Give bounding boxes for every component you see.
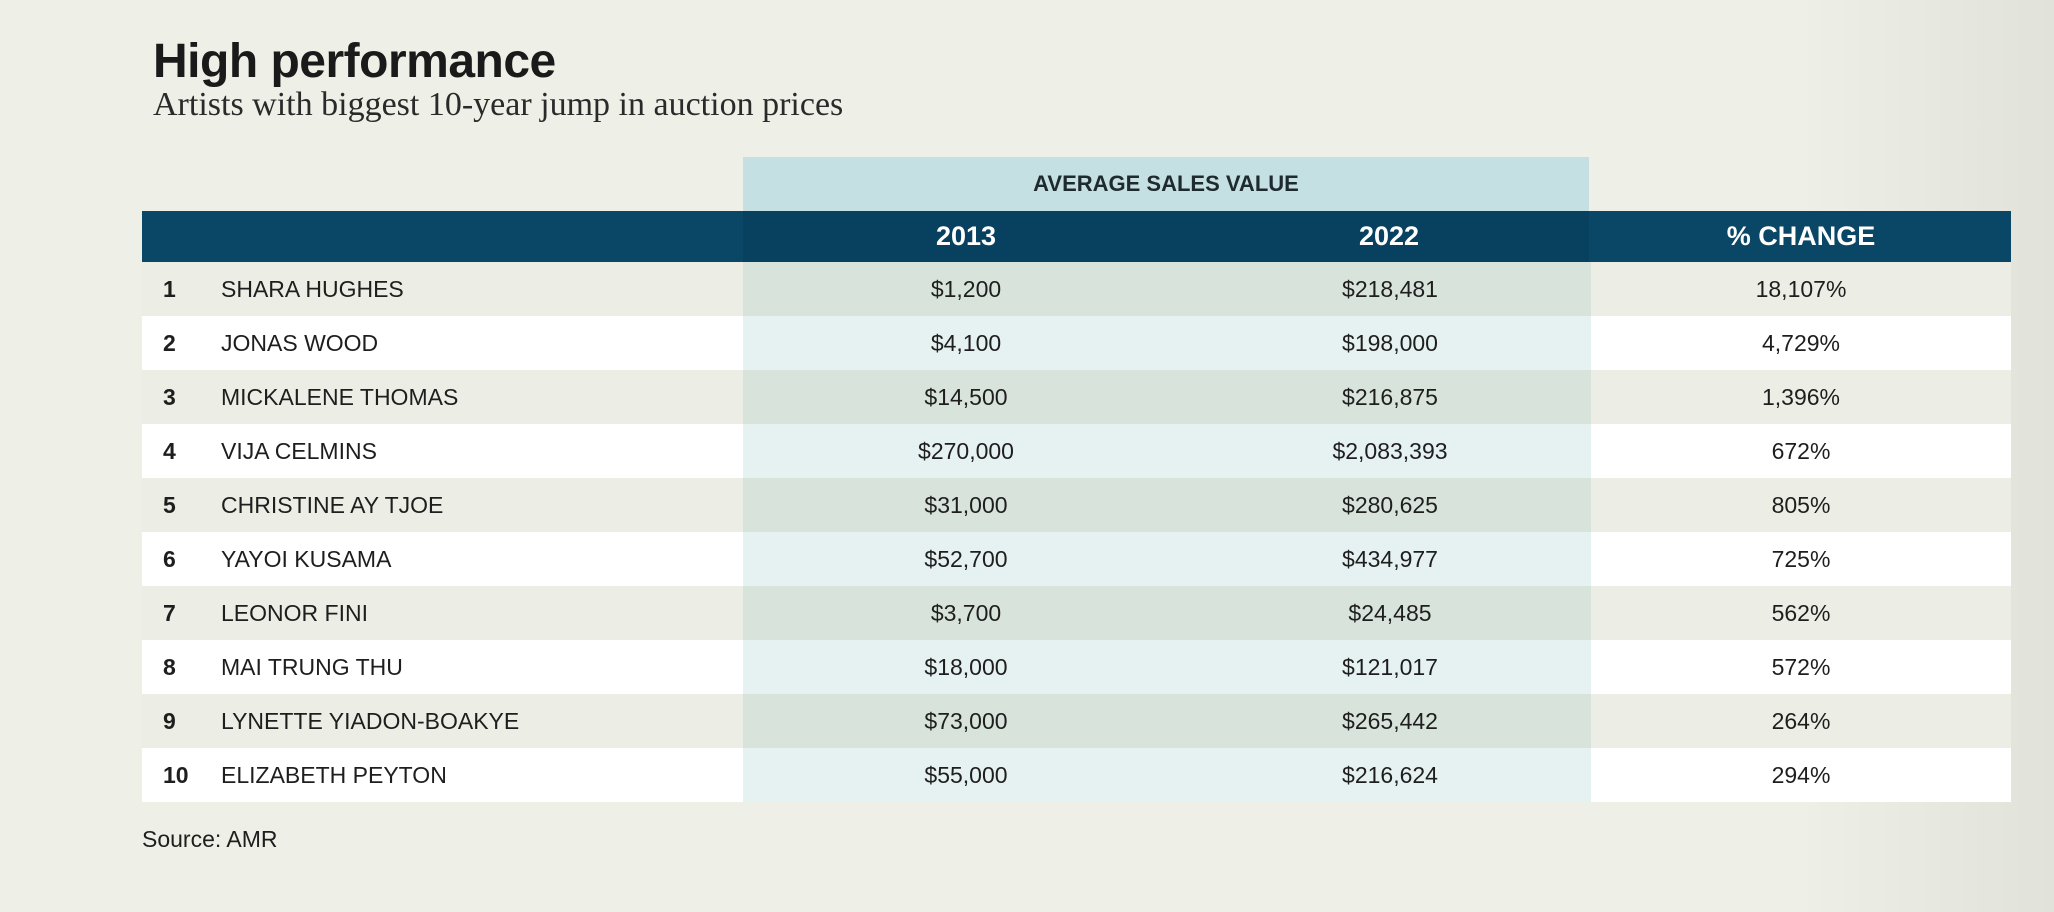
row-value-band — [743, 694, 1591, 748]
table-row: 1 SHARA HUGHES $1,200 $218,481 18,107% — [142, 262, 2011, 316]
row-value-band — [743, 316, 1591, 370]
row-value-band — [743, 478, 1591, 532]
row-value-band — [743, 640, 1591, 694]
value-2013-cell: $270,000 — [918, 438, 1014, 464]
value-2022-cell: $2,083,393 — [1332, 438, 1448, 464]
value-2013-cell: $1,200 — [930, 276, 1002, 302]
table-header-band — [743, 211, 1589, 262]
value-2022-cell: $121,017 — [1342, 654, 1438, 680]
rank-cell: 10 — [163, 762, 189, 788]
value-2022-cell: $434,977 — [1342, 546, 1438, 572]
source-note: Source: AMR — [142, 826, 278, 852]
value-2013-cell: $3,700 — [930, 600, 1002, 626]
table-row: 6 YAYOI KUSAMA $52,700 $434,977 725% — [142, 532, 2011, 586]
table-row: 5 CHRISTINE AY TJOE $31,000 $280,625 805% — [142, 478, 2011, 532]
artist-name-cell: YAYOI KUSAMA — [221, 546, 392, 572]
rank-cell: 3 — [163, 384, 176, 410]
column-header-2013: 2013 — [935, 221, 997, 251]
rank-cell: 5 — [163, 492, 176, 518]
rank-cell: 8 — [163, 654, 176, 680]
column-group-label: AVERAGE SALES VALUE — [1033, 171, 1299, 196]
pct-change-cell: 264% — [1771, 708, 1831, 734]
table-row: 4 VIJA CELMINS $270,000 $2,083,393 672% — [142, 424, 2011, 478]
value-2013-cell: $52,700 — [924, 546, 1008, 572]
value-2013-cell: $31,000 — [924, 492, 1008, 518]
artist-name-cell: MICKALENE THOMAS — [221, 384, 459, 410]
rank-cell: 7 — [163, 600, 176, 626]
value-2022-cell: $216,875 — [1342, 384, 1438, 410]
row-value-band — [743, 748, 1591, 802]
pct-change-cell: 294% — [1771, 762, 1831, 788]
value-2022-cell: $280,625 — [1342, 492, 1438, 518]
chart-title: High performance — [153, 35, 556, 88]
pct-change-cell: 18,107% — [1755, 276, 1847, 302]
value-2013-cell: $55,000 — [924, 762, 1008, 788]
artist-name-cell: VIJA CELMINS — [221, 438, 377, 464]
pct-change-cell: 805% — [1771, 492, 1831, 518]
value-2013-cell: $4,100 — [930, 330, 1002, 356]
chart-subtitle: Artists with biggest 10-year jump in auc… — [153, 86, 844, 123]
table-row: 7 LEONOR FINI $3,700 $24,485 562% — [142, 586, 2011, 640]
artist-name-cell: ELIZABETH PEYTON — [221, 762, 447, 788]
value-2022-cell: $265,442 — [1342, 708, 1438, 734]
artist-name-cell: SHARA HUGHES — [221, 276, 404, 302]
artist-name-cell: MAI TRUNG THU — [221, 654, 403, 680]
column-group-band — [743, 157, 1589, 211]
value-2013-cell: $14,500 — [924, 384, 1008, 410]
rank-cell: 2 — [163, 330, 176, 356]
pct-change-cell: 1,396% — [1761, 384, 1840, 410]
row-value-band — [743, 262, 1591, 316]
row-value-band — [743, 370, 1591, 424]
value-2022-cell: $24,485 — [1348, 600, 1432, 626]
row-value-band — [743, 424, 1591, 478]
table-row: 2 JONAS WOOD $4,100 $198,000 4,729% — [142, 316, 2011, 370]
column-header-pct-change: % CHANGE — [1726, 221, 1876, 251]
rank-cell: 6 — [163, 546, 176, 572]
artist-name-cell: JONAS WOOD — [221, 330, 379, 356]
pct-change-cell: 725% — [1771, 546, 1831, 572]
pct-change-cell: 562% — [1771, 600, 1831, 626]
table-row: 8 MAI TRUNG THU $18,000 $121,017 572% — [142, 640, 2011, 694]
column-header-2022: 2022 — [1358, 221, 1420, 251]
value-2013-cell: $73,000 — [924, 708, 1008, 734]
artist-name-cell: LYNETTE YIADON-BOAKYE — [221, 708, 520, 734]
rank-cell: 9 — [163, 708, 176, 734]
value-2013-cell: $18,000 — [924, 654, 1008, 680]
table-body: 1 SHARA HUGHES $1,200 $218,481 18,107% 2 JONAS… — [142, 262, 2011, 802]
pct-change-cell: 572% — [1771, 654, 1831, 680]
pct-change-cell: 672% — [1771, 438, 1831, 464]
value-2022-cell: $216,624 — [1342, 762, 1438, 788]
value-2022-cell: $198,000 — [1342, 330, 1438, 356]
table-row: 9 LYNETTE YIADON-BOAKYE $73,000 $265,442 264… — [142, 694, 2011, 748]
table-row: 10 ELIZABETH PEYTON $55,000 $216,624 294% — [142, 748, 2011, 802]
pct-change-cell: 4,729% — [1761, 330, 1840, 356]
artist-name-cell: CHRISTINE AY TJOE — [221, 492, 444, 518]
table-row: 3 MICKALENE THOMAS $14,500 $216,875 1,396% — [142, 370, 2011, 424]
value-2022-cell: $218,481 — [1342, 276, 1438, 302]
row-value-band — [743, 586, 1591, 640]
rank-cell: 1 — [163, 276, 176, 302]
artist-name-cell: LEONOR FINI — [221, 600, 368, 626]
rank-cell: 4 — [163, 438, 176, 464]
row-value-band — [743, 532, 1591, 586]
